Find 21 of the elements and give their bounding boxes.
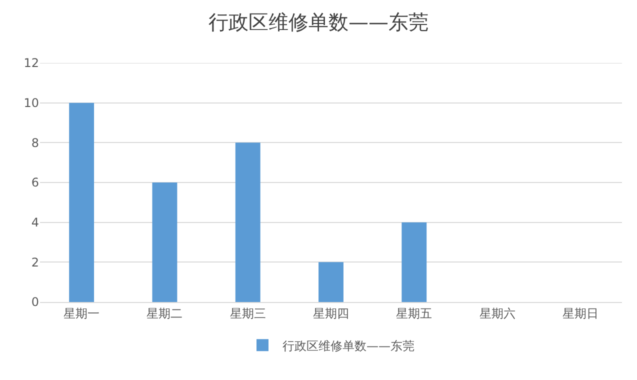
y-tick-label: 8 [31, 136, 39, 150]
y-tick-label: 2 [31, 255, 39, 270]
bar [152, 182, 178, 302]
y-tick-label: 0 [31, 295, 39, 310]
x-tick-label: 星期五 [396, 306, 432, 320]
x-tick-label: 星期二 [146, 306, 183, 320]
chart-title: 行政区维修单数——东莞 [208, 10, 428, 34]
x-tick-label: 星期一 [64, 306, 100, 320]
y-tick-label: 4 [31, 216, 39, 230]
bar [318, 262, 344, 302]
bar [69, 102, 94, 302]
x-tick-label: 星期日 [562, 306, 598, 320]
y-tick-label: 10 [24, 96, 39, 110]
x-tick-label: 星期三 [230, 306, 266, 320]
x-tick-label: 星期六 [479, 306, 516, 320]
bar [235, 142, 260, 302]
y-tick-label: 6 [31, 176, 39, 190]
y-tick-label: 12 [24, 56, 39, 70]
bar [402, 222, 427, 302]
legend-label: 行政区维修单数——东莞 [282, 338, 414, 353]
x-tick-label: 星期四 [313, 306, 349, 320]
